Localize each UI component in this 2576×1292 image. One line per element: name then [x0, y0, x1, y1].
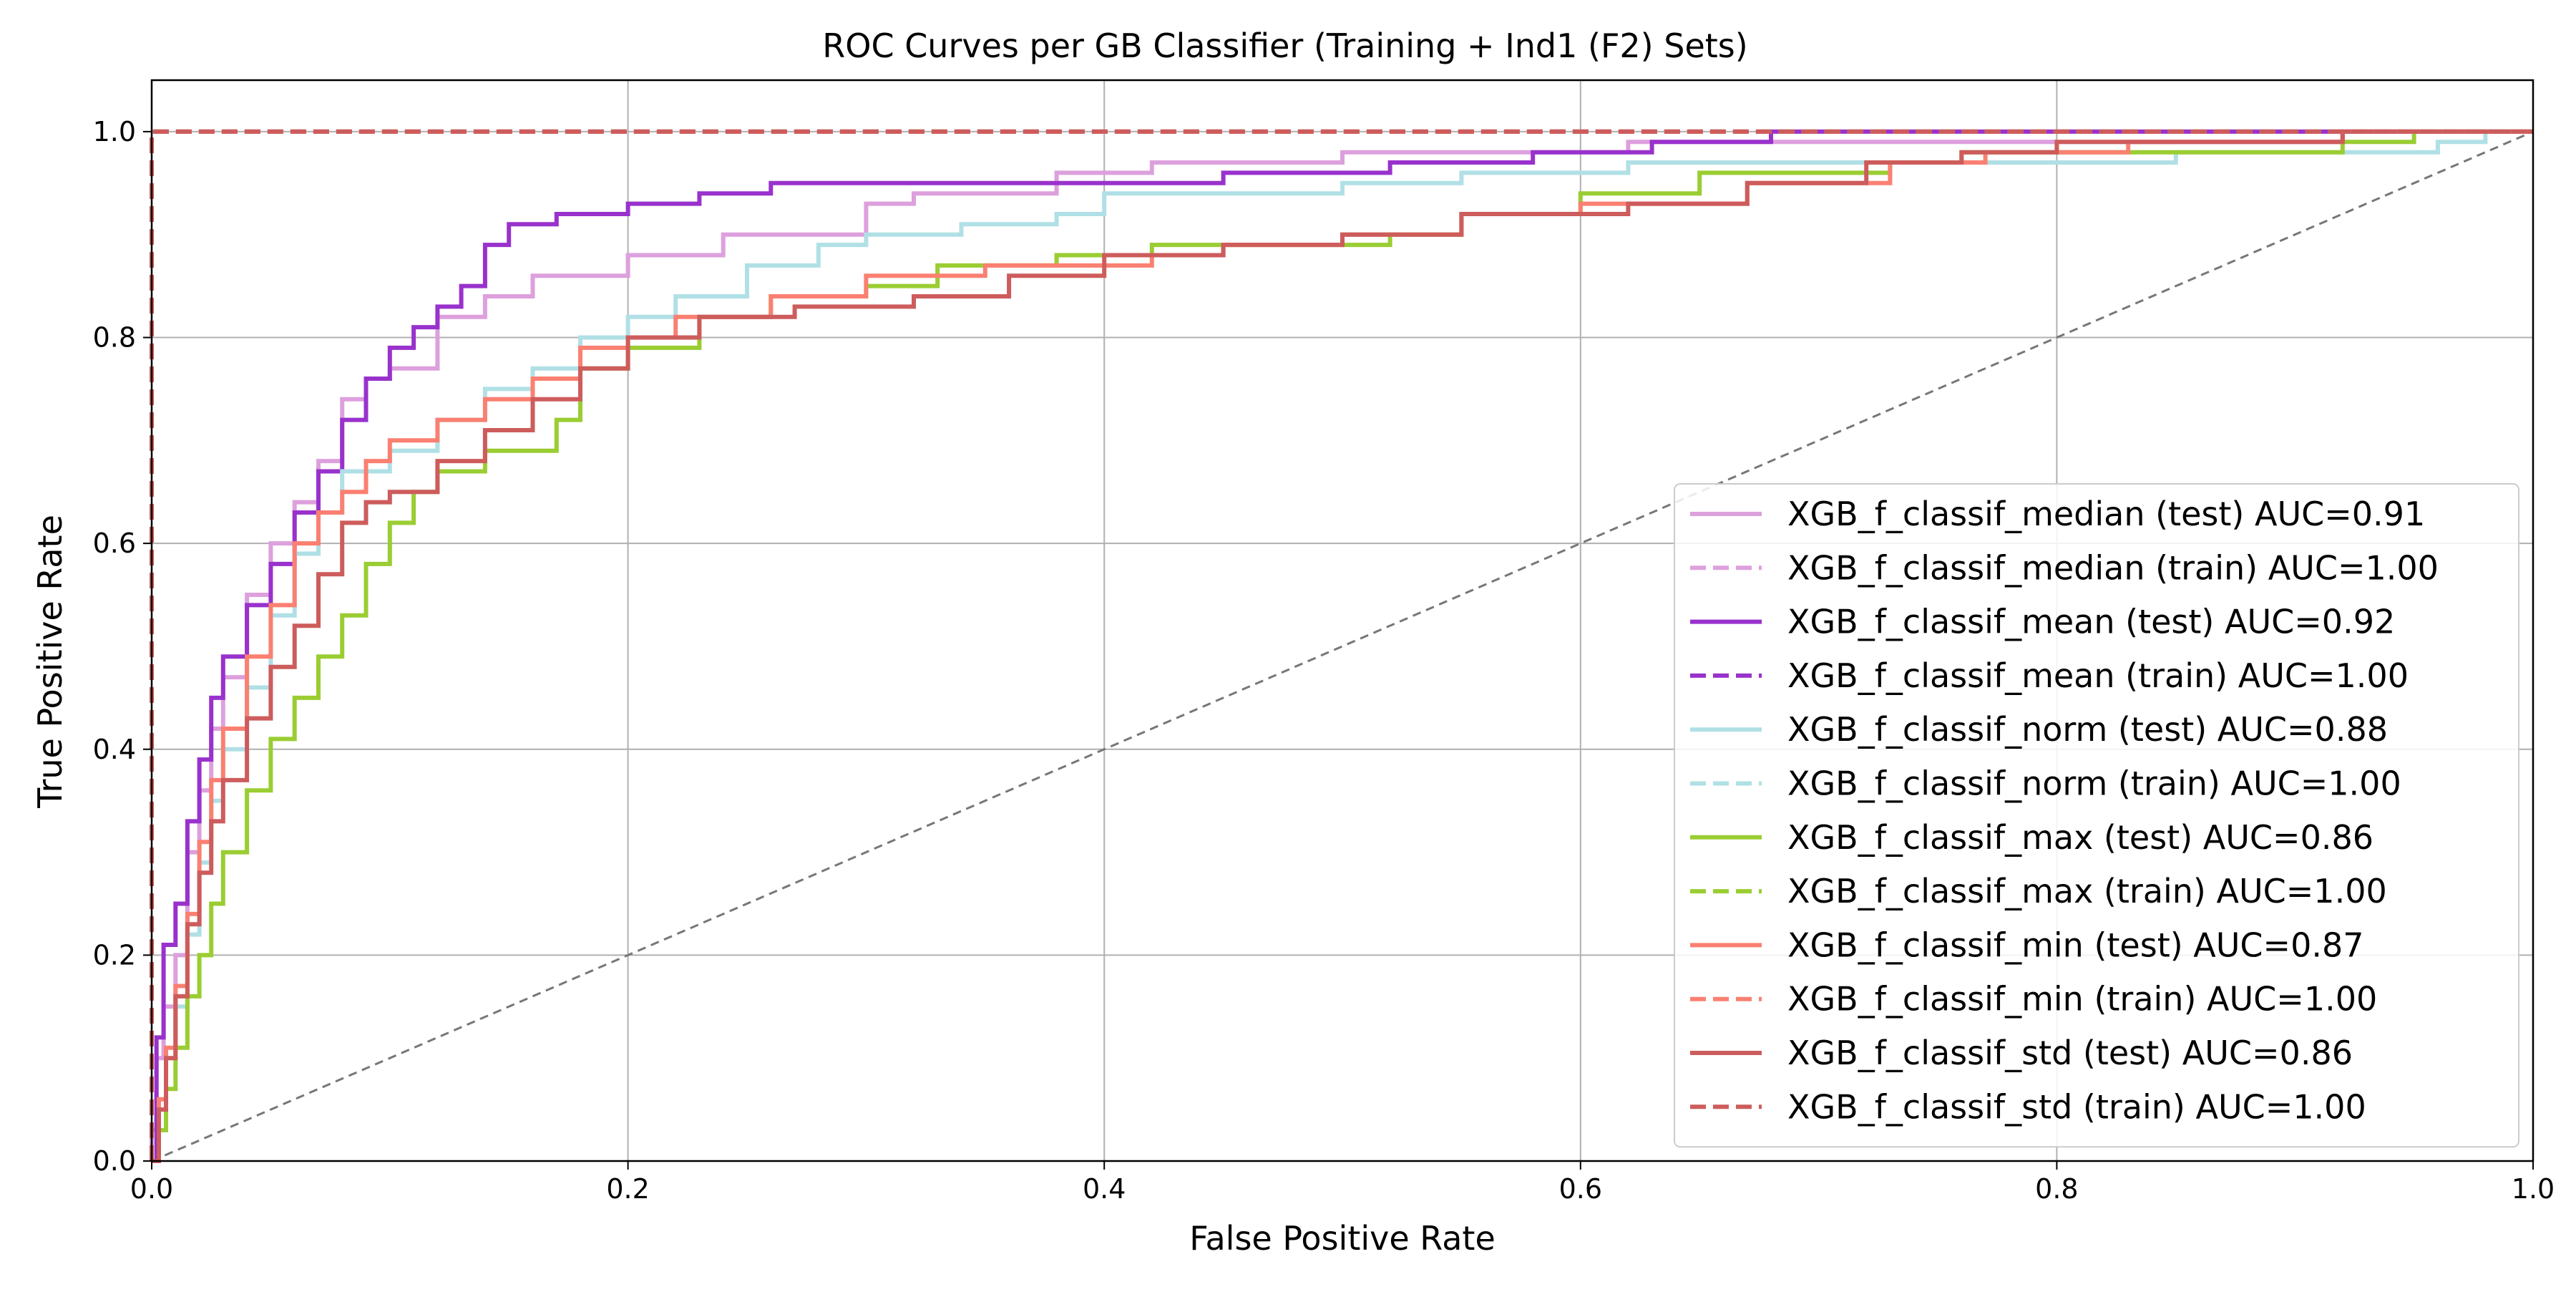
x-tick-label: 0.8: [2035, 1173, 2078, 1205]
y-tick-label: 0.8: [93, 322, 136, 354]
legend-entry: XGB_f_classif_mean (train) AUC=1.00: [1787, 656, 2409, 695]
y-tick-label: 0.0: [93, 1145, 136, 1177]
legend-entry: XGB_f_classif_std (train) AUC=1.00: [1787, 1087, 2366, 1126]
legend-entry: XGB_f_classif_std (test) AUC=0.86: [1787, 1034, 2353, 1072]
legend-entry: XGB_f_classif_median (train) AUC=1.00: [1787, 548, 2439, 587]
legend-entry: XGB_f_classif_median (test) AUC=0.91: [1787, 495, 2425, 533]
tick-layer: 0.0 0.2 0.4 0.6 0.8 1.0 0.0 0.2 0.4 0.6 0.8 1.0: [93, 116, 2555, 1205]
reference-layer: [151, 130, 2534, 1162]
chart-title: ROC Curves per GB Classifier (Training +…: [822, 26, 1747, 65]
legend-box: [1674, 483, 2519, 1148]
legend: XGB_f_classif_median (test) AUC=0.91 XGB_…: [1674, 483, 2519, 1148]
legend-entry: XGB_f_classif_min (train) AUC=1.00: [1787, 980, 2377, 1019]
chance-diagonal-line: [151, 130, 2534, 1162]
y-tick-label: 0.4: [93, 734, 136, 765]
y-axis-label: True Positive Rate: [31, 515, 69, 809]
x-tick-label: 0.6: [1559, 1173, 1602, 1205]
series-line: [152, 129, 2533, 1163]
y-tick-label: 0.2: [93, 939, 136, 971]
y-tick-label: 1.0: [93, 116, 136, 147]
series-layer: [150, 129, 2533, 1163]
legend-entry: XGB_f_classif_max (test) AUC=0.86: [1787, 818, 2373, 857]
legend-entry: XGB_f_classif_norm (train) AUC=1.00: [1787, 764, 2401, 803]
series-line: [152, 129, 2533, 1163]
y-tick-label: 0.6: [93, 528, 136, 559]
legend-entry: XGB_f_classif_min (test) AUC=0.87: [1787, 926, 2364, 964]
series-line: [150, 129, 2533, 1161]
x-axis-label: False Positive Rate: [1189, 1219, 1496, 1258]
x-tick-label: 0.2: [606, 1173, 649, 1205]
legend-entry: XGB_f_classif_norm (test) AUC=0.88: [1787, 710, 2388, 749]
x-tick-label: 0.0: [130, 1173, 173, 1205]
legend-entry: XGB_f_classif_max (train) AUC=1.00: [1787, 872, 2387, 910]
plot-frame: [150, 79, 2534, 1162]
legend-entry: XGB_f_classif_mean (test) AUC=0.92: [1787, 603, 2395, 641]
x-tick-label: 0.4: [1083, 1173, 1126, 1205]
x-tick-label: 1.0: [2512, 1173, 2555, 1205]
